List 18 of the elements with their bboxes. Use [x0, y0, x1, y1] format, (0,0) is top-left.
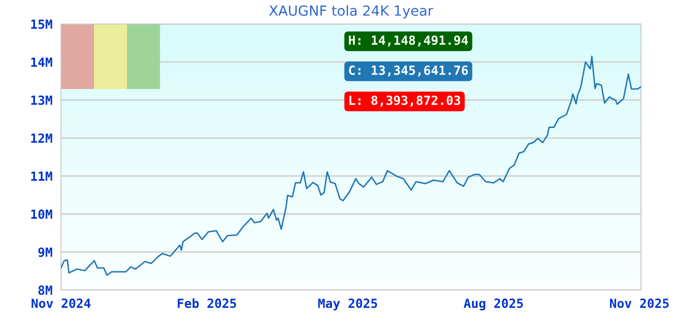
annotation: H: 14,148,491.94 — [348, 35, 468, 46]
x-tick-label: Aug 2025 — [464, 298, 523, 310]
y-tick-label: 10M — [31, 209, 52, 219]
y-tick-label: 8M — [38, 285, 52, 295]
x-tick-label: May 2025 — [318, 298, 378, 310]
x-tick-label: Nov 2024 — [32, 298, 91, 308]
annotation: C: 13,345,641.76 — [349, 66, 468, 77]
y-tick-label: 12M — [31, 133, 52, 143]
annotation: L: 8,393,872.03 — [349, 96, 460, 107]
y-tick-label: 14M — [31, 58, 52, 67]
line-series — [61, 56, 641, 276]
x-tick-label: Nov 2025 — [610, 298, 669, 308]
y-tick-label: 13M — [31, 95, 52, 105]
x-tick-label: Feb 2025 — [178, 298, 236, 308]
y-tick-label: 11M — [31, 172, 52, 181]
chart-title: XAUGNF tola 24K 1year — [269, 5, 434, 19]
y-tick-label: 9M — [38, 248, 52, 257]
y-tick-label: 15M — [31, 20, 52, 29]
